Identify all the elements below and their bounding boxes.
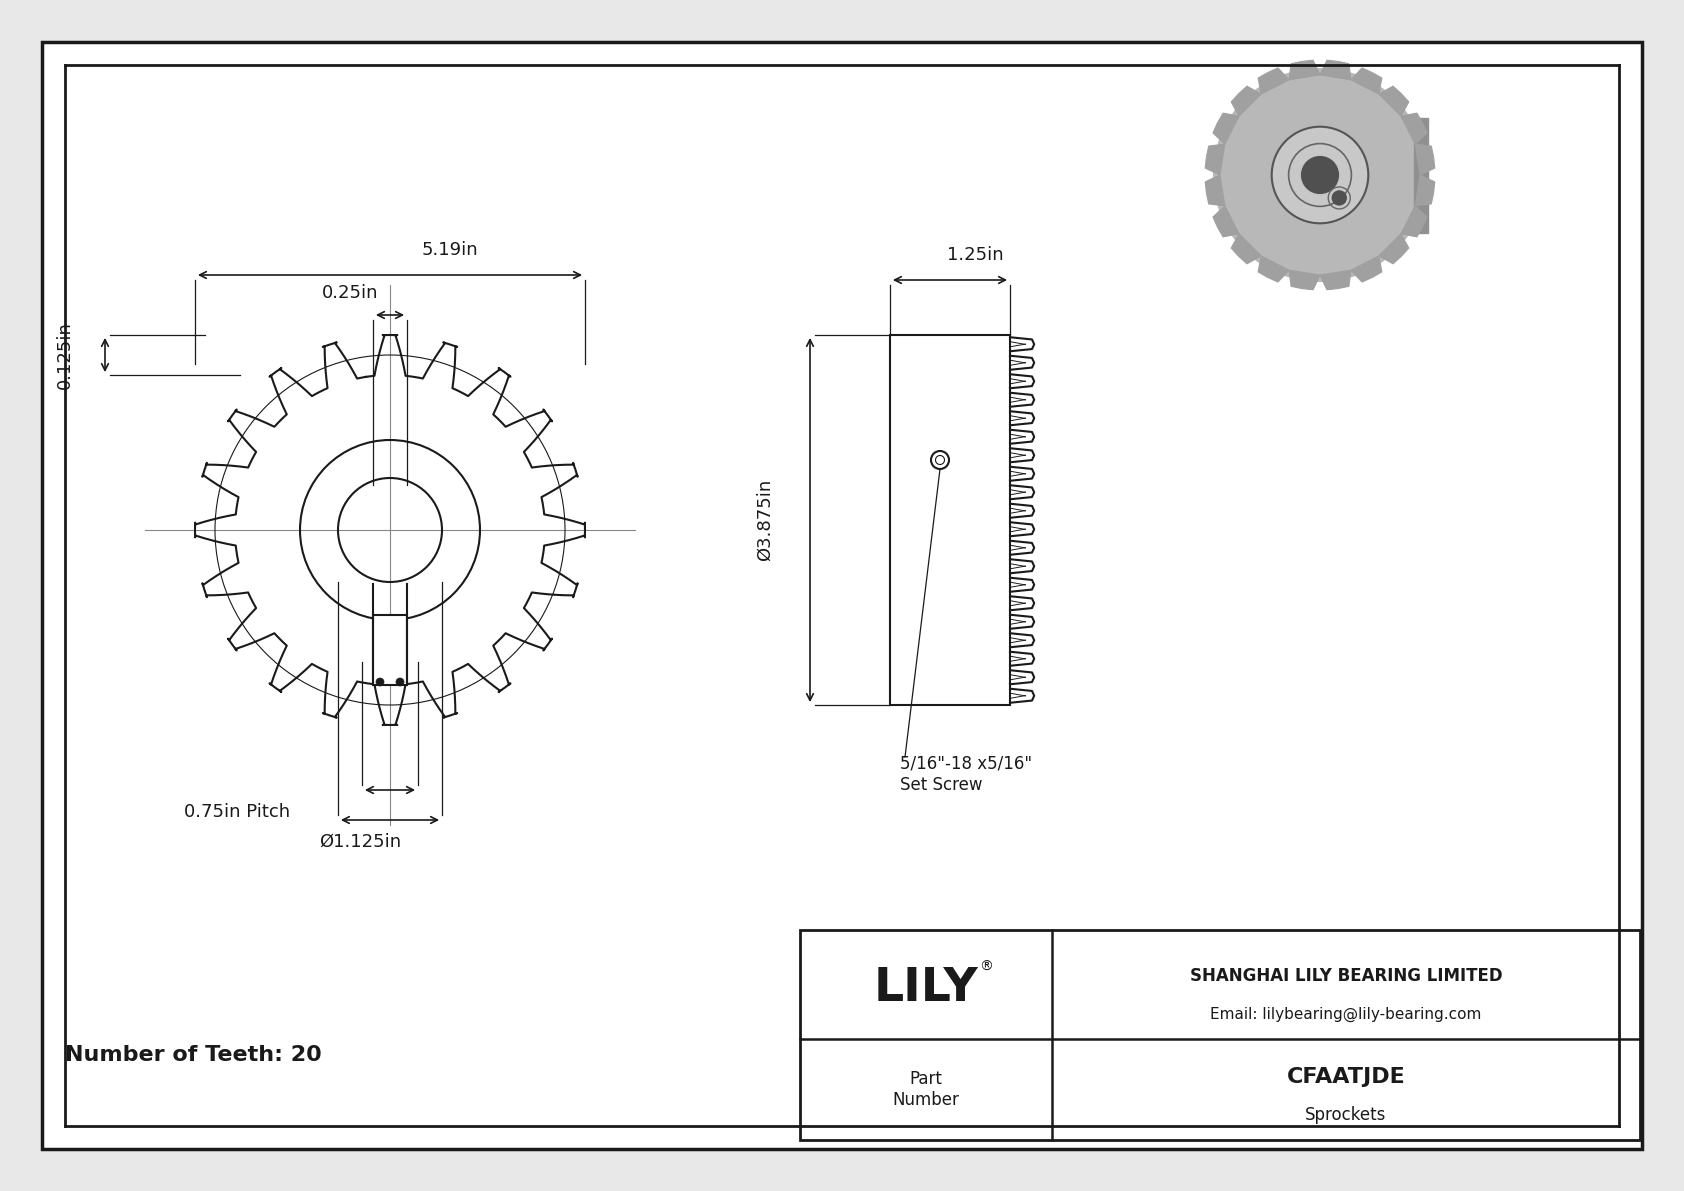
Bar <box>891 335 1010 705</box>
Polygon shape <box>1206 175 1224 206</box>
Polygon shape <box>1258 256 1288 282</box>
Text: 5.19in: 5.19in <box>421 241 478 258</box>
Polygon shape <box>1258 68 1288 94</box>
Circle shape <box>1332 191 1346 205</box>
Polygon shape <box>1379 233 1410 264</box>
Polygon shape <box>1415 144 1435 175</box>
Text: 0.125in: 0.125in <box>56 322 74 389</box>
Text: 5/16"-18 x5/16"
Set Screw: 5/16"-18 x5/16" Set Screw <box>899 755 1032 793</box>
Text: Part
Number: Part Number <box>893 1071 960 1109</box>
Polygon shape <box>1231 86 1261 117</box>
Polygon shape <box>1212 113 1239 144</box>
Polygon shape <box>1320 61 1351 80</box>
Polygon shape <box>1288 270 1320 289</box>
Text: LILY: LILY <box>874 966 978 1011</box>
Bar <box>800 930 1640 1140</box>
Polygon shape <box>1415 175 1435 206</box>
Polygon shape <box>1351 256 1383 282</box>
Text: 1.25in: 1.25in <box>946 247 1004 264</box>
FancyBboxPatch shape <box>42 42 1642 1149</box>
Polygon shape <box>1351 68 1383 94</box>
Circle shape <box>376 678 384 686</box>
Text: SHANGHAI LILY BEARING LIMITED: SHANGHAI LILY BEARING LIMITED <box>1189 967 1502 985</box>
Text: 0.25in: 0.25in <box>322 283 379 303</box>
Polygon shape <box>195 335 584 725</box>
Polygon shape <box>1206 144 1224 175</box>
Polygon shape <box>1379 86 1410 117</box>
Polygon shape <box>1231 233 1261 264</box>
Polygon shape <box>1212 206 1239 237</box>
Text: Ø1.125in: Ø1.125in <box>318 833 401 852</box>
Text: Ø3.875in: Ø3.875in <box>756 479 775 561</box>
Circle shape <box>1302 156 1339 193</box>
Polygon shape <box>1401 206 1426 237</box>
Text: Sprockets: Sprockets <box>1305 1105 1386 1124</box>
Circle shape <box>396 678 404 686</box>
Bar <box>372 615 408 685</box>
Text: Number of Teeth: 20: Number of Teeth: 20 <box>66 1045 322 1065</box>
Bar <box>1415 118 1428 232</box>
Polygon shape <box>1401 113 1426 144</box>
Ellipse shape <box>1214 69 1426 281</box>
Text: Email: lilybearing@lily-bearing.com: Email: lilybearing@lily-bearing.com <box>1211 1006 1482 1022</box>
Circle shape <box>1271 126 1369 223</box>
Polygon shape <box>1288 61 1320 80</box>
Text: CFAATJDE: CFAATJDE <box>1287 1067 1406 1087</box>
Text: 0.75in Pitch: 0.75in Pitch <box>184 803 290 821</box>
Text: ®: ® <box>978 960 994 974</box>
Polygon shape <box>1320 270 1351 289</box>
